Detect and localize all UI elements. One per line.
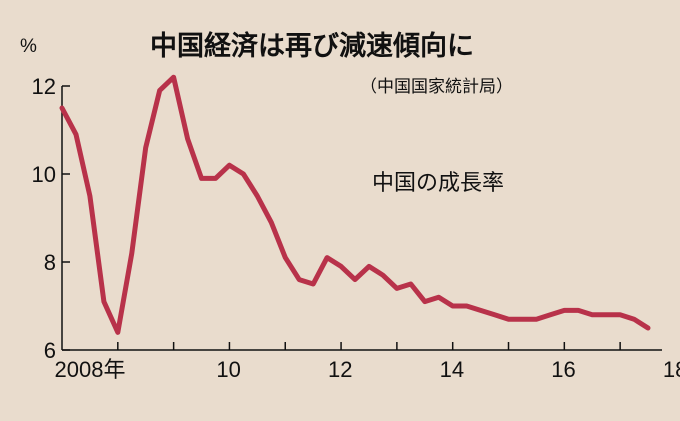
y-tick-label: 10	[32, 162, 56, 187]
y-axis-unit: %	[20, 36, 37, 57]
x-tick-label: 18	[663, 357, 680, 382]
y-tick-label: 6	[44, 338, 56, 363]
series-group	[59, 74, 651, 335]
chart-title: 中国経済は再び減速傾向に	[150, 30, 474, 62]
y-tick-label: 8	[44, 250, 56, 275]
chart-source: （中国国家統計局）	[360, 77, 513, 97]
series-annotation: 中国の成長率	[372, 171, 504, 196]
x-tick-label: 10	[216, 357, 240, 382]
y-axis-ticks: 6 8 10 12	[32, 74, 70, 363]
series-line	[59, 74, 651, 335]
x-axis-ticks: 2008年 10 12 14 16 18	[55, 342, 680, 382]
x-tick-label: 2008年	[55, 357, 126, 382]
x-tick-label: 16	[551, 357, 575, 382]
y-tick-label: 12	[32, 74, 56, 99]
x-tick-label: 12	[328, 357, 352, 382]
x-tick-label: 14	[440, 357, 464, 382]
